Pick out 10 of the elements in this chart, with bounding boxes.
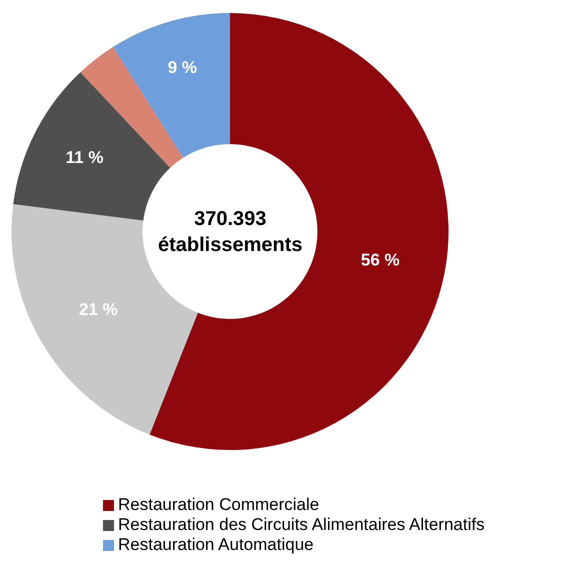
text: 370.393 établissements — [158, 208, 303, 256]
donut-slice — [112, 13, 230, 158]
legend-label: Restauration Commerciale — [118, 495, 320, 515]
data-label: 9 % — [168, 58, 197, 77]
data-label: 56 % — [360, 250, 400, 270]
donut-slice — [150, 13, 448, 450]
legend-label: Restauration des Circuits Alimentaires Alternatifs — [118, 515, 485, 535]
donut-slice — [13, 72, 170, 221]
legend-label: Restauration Automatique — [118, 535, 314, 555]
data-label: 11 % — [66, 148, 104, 167]
